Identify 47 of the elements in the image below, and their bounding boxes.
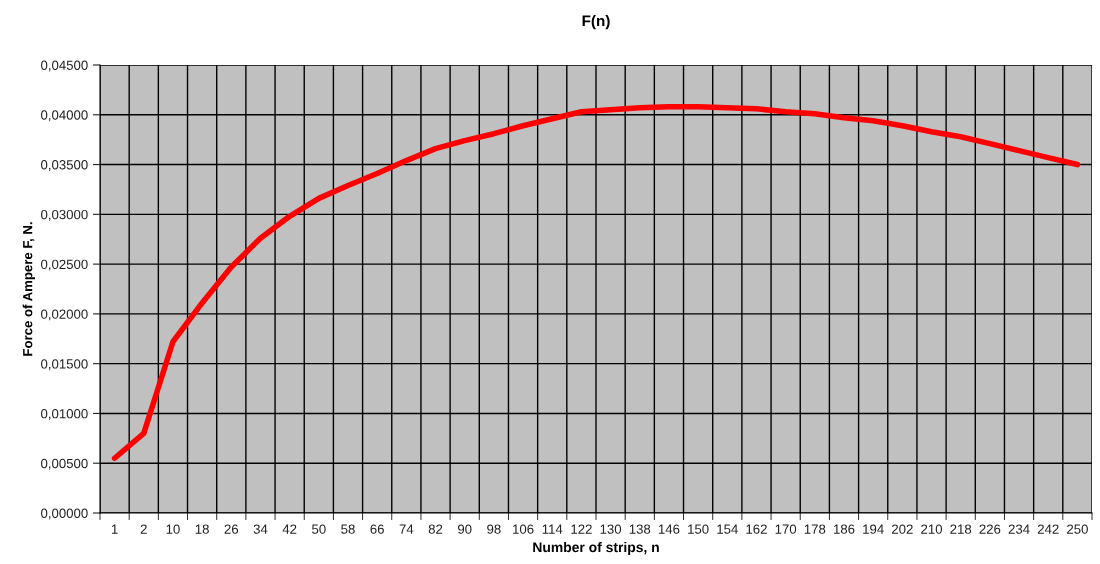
x-tick-label: 58 (341, 524, 355, 534)
x-tick-label: 106 (513, 524, 534, 534)
x-tick-label: 66 (370, 524, 384, 534)
y-tick-label: 0,00000 (41, 508, 88, 520)
x-tick-label: 170 (775, 524, 797, 534)
y-tick-label: 0,01000 (41, 409, 88, 420)
x-tick-label: 250 (1067, 524, 1088, 534)
x-tick-label: 18 (195, 524, 209, 534)
y-tick-label: 0,04500 (41, 60, 88, 72)
x-tick-label: 82 (428, 524, 443, 534)
x-tick-label: 186 (834, 524, 855, 534)
x-tick-label: 162 (746, 524, 767, 534)
x-tick-label: 42 (282, 524, 297, 534)
x-tick-label: 10 (166, 524, 180, 534)
x-tick-label: 146 (658, 524, 680, 534)
x-axis-title: Number of strips, n (533, 541, 659, 555)
x-tick-label: 130 (600, 524, 622, 534)
x-tick-label: 210 (921, 524, 943, 534)
y-tick-label: 0,01500 (41, 359, 88, 371)
x-tick-label: 242 (1037, 524, 1059, 534)
x-tick-label: 154 (717, 524, 738, 534)
x-tick-label: 138 (629, 524, 651, 534)
x-tick-label: 194 (863, 524, 884, 534)
x-tick-label: 226 (979, 524, 1001, 534)
y-tick-label: 0,03000 (41, 209, 88, 221)
y-tick-label: 0,02000 (41, 309, 88, 321)
x-tick-label: 74 (399, 524, 414, 534)
x-tick-label: 202 (892, 524, 913, 534)
x-tick-label: 2 (140, 524, 147, 534)
x-tick-label: 218 (950, 524, 972, 534)
x-tick-label: 1 (111, 524, 118, 534)
x-tick-label: 234 (1008, 524, 1030, 534)
y-tick-label: 0,00500 (41, 458, 88, 470)
x-tick-label: 122 (571, 524, 592, 534)
x-tick-label: 90 (457, 524, 472, 534)
y-axis-title: Force of Ampere F, N. (22, 222, 35, 356)
y-tick-label: 0,02500 (41, 259, 88, 271)
chart-title: F(n) (582, 15, 610, 30)
x-tick-label: 98 (487, 524, 501, 534)
x-tick-label: 34 (253, 524, 268, 534)
x-tick-label: 150 (688, 524, 709, 534)
x-tick-label: 178 (804, 524, 826, 534)
y-tick-label: 0,04000 (41, 110, 88, 122)
x-tick-label: 26 (224, 524, 239, 534)
y-tick-label: 0,03500 (41, 160, 88, 172)
x-tick-label: 114 (542, 524, 563, 534)
x-tick-label: 50 (312, 524, 326, 534)
